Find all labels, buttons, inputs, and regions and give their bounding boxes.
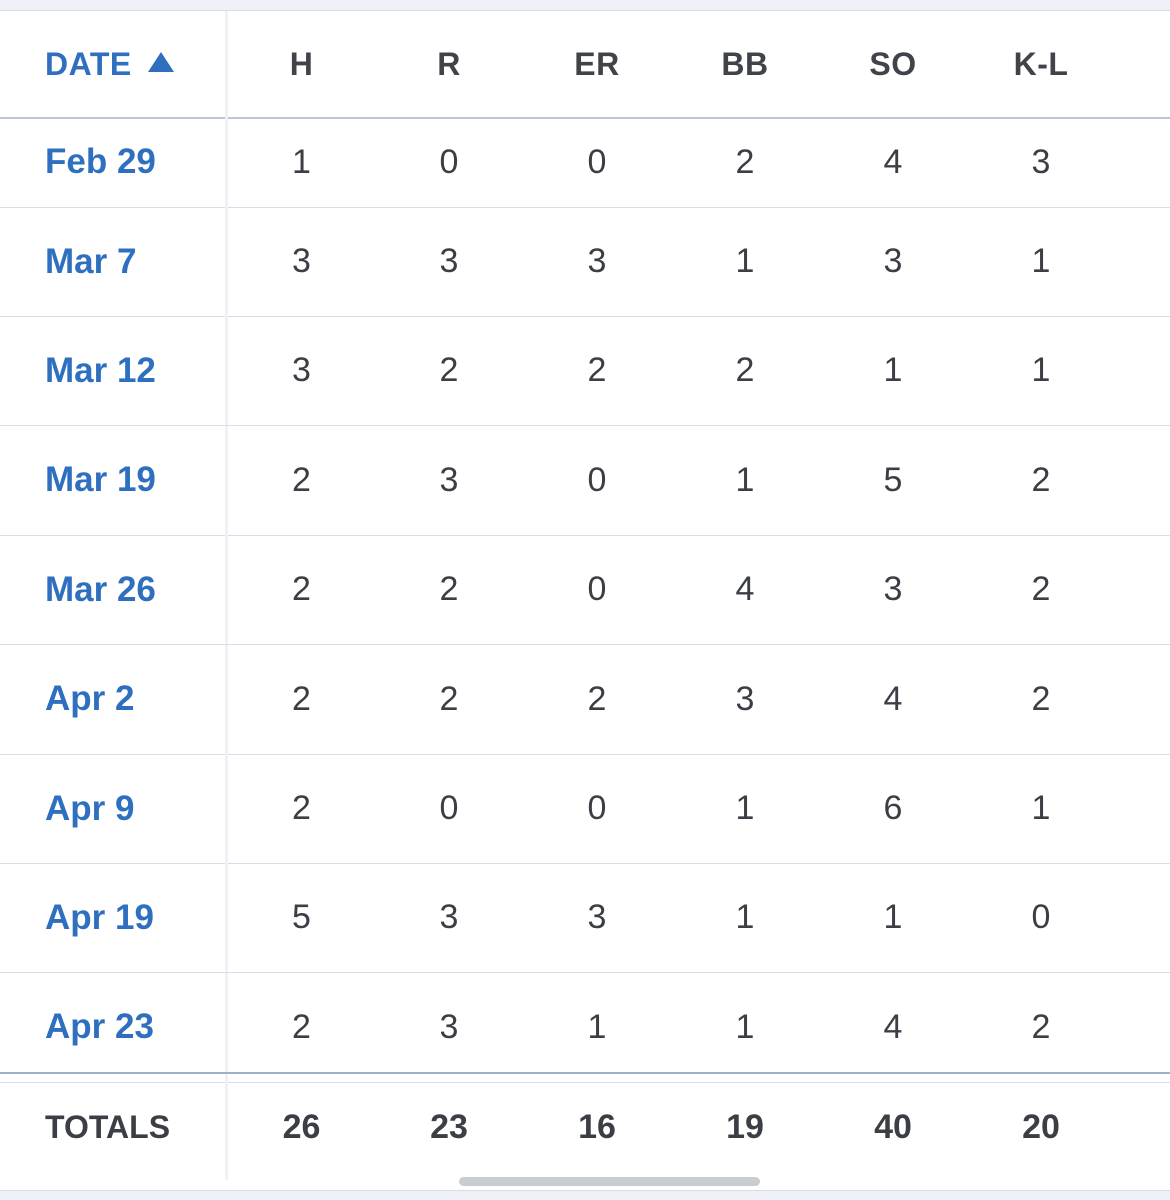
- game-date-link[interactable]: Feb 29: [0, 117, 228, 207]
- cell-h: 2: [292, 460, 311, 499]
- top-edge: [0, 0, 1170, 11]
- cell-h: 3: [292, 242, 311, 280]
- table-row: Mar 19 2 3 0 1 5 2: [0, 425, 1170, 536]
- column-header-r[interactable]: R: [437, 45, 461, 82]
- cell-kl: 0: [1031, 898, 1051, 937]
- cell-kl: 2: [1031, 679, 1051, 718]
- cell-r: 3: [439, 898, 459, 937]
- horizontal-scrollbar[interactable]: [459, 1177, 760, 1186]
- cell-bb: 1: [735, 789, 755, 827]
- cell-kl: 1: [1031, 789, 1051, 827]
- cell-bb: 2: [735, 142, 755, 181]
- column-header-er[interactable]: ER: [574, 45, 620, 82]
- cell-so: 6: [883, 789, 903, 827]
- cell-r: 0: [439, 142, 459, 181]
- cell-r: 3: [439, 242, 459, 280]
- table-row: Mar 7 3 3 3 1 3 1: [0, 207, 1170, 317]
- cell-er: 2: [587, 679, 607, 718]
- totals-er: 16: [578, 1107, 616, 1146]
- cell-er: 0: [587, 789, 607, 827]
- cell-er: 0: [587, 570, 607, 609]
- cell-r: 2: [439, 351, 459, 390]
- game-date-link[interactable]: Apr 9: [0, 754, 228, 863]
- cell-er: 3: [587, 242, 607, 280]
- cell-so: 3: [883, 570, 903, 609]
- cell-kl: 1: [1031, 351, 1051, 390]
- cell-er: 3: [587, 898, 607, 937]
- totals-label: TOTALS: [0, 1074, 228, 1180]
- cell-kl: 2: [1031, 1007, 1051, 1046]
- totals-row: TOTALS 26 23 16 19 40 20: [0, 1072, 1170, 1180]
- table-row: Mar 12 3 2 2 2 1 1: [0, 316, 1170, 427]
- cell-h: 5: [292, 898, 311, 937]
- sort-ascending-icon[interactable]: [147, 52, 174, 72]
- cell-er: 1: [587, 1007, 607, 1046]
- cell-bb: 4: [735, 570, 755, 609]
- cell-h: 2: [292, 570, 311, 609]
- cell-r: 2: [439, 679, 459, 718]
- cell-bb: 3: [735, 679, 755, 718]
- cell-bb: 1: [735, 1007, 755, 1046]
- totals-bb: 19: [726, 1107, 764, 1146]
- cell-kl: 1: [1031, 242, 1051, 280]
- cell-so: 1: [883, 351, 903, 390]
- column-header-date[interactable]: DATE: [0, 11, 228, 117]
- table-row: Mar 26 2 2 0 4 3 2: [0, 535, 1170, 646]
- column-header-h[interactable]: H: [289, 45, 314, 82]
- column-header-so[interactable]: SO: [869, 45, 917, 82]
- totals-k-l: 20: [1022, 1107, 1060, 1146]
- game-date-link[interactable]: Apr 2: [0, 644, 228, 754]
- cell-so: 1: [883, 898, 903, 937]
- cell-r: 3: [439, 1007, 459, 1046]
- table-row: Apr 9 2 0 0 1 6 1: [0, 754, 1170, 864]
- cell-h: 2: [292, 789, 311, 827]
- cell-kl: 2: [1031, 460, 1051, 499]
- cell-h: 2: [292, 679, 311, 718]
- bottom-edge: [0, 1190, 1170, 1200]
- cell-r: 2: [439, 570, 459, 609]
- cell-bb: 1: [735, 460, 755, 499]
- cell-so: 3: [883, 242, 903, 280]
- cell-so: 5: [883, 460, 903, 499]
- cell-bb: 1: [735, 898, 755, 937]
- table-row: Apr 23 2 3 1 1 4 2: [0, 972, 1170, 1083]
- column-header-next[interactable]: H: [1115, 11, 1170, 117]
- cell-h: 2: [292, 1007, 311, 1046]
- game-date-link[interactable]: Mar 12: [0, 316, 228, 426]
- cell-er: 0: [587, 460, 607, 499]
- cell-so: 4: [883, 679, 903, 718]
- game-log-table[interactable]: DATE H R ER BB SO K-L H Feb 29100243Mar …: [0, 11, 1170, 1190]
- cell-bb: 2: [735, 351, 755, 390]
- cell-er: 0: [587, 142, 607, 181]
- cell-so: 4: [883, 1007, 903, 1046]
- game-date-link[interactable]: Mar 26: [0, 535, 228, 645]
- cell-r: 3: [439, 460, 459, 499]
- game-date-link[interactable]: Apr 19: [0, 863, 228, 973]
- table-row: Feb 29 1 0 0 2 4 3: [0, 117, 1170, 208]
- game-date-link[interactable]: Apr 23: [0, 972, 228, 1082]
- cell-kl: 2: [1031, 570, 1051, 609]
- table-row: Apr 19 5 3 3 1 1 0: [0, 863, 1170, 974]
- totals-so: 40: [874, 1107, 912, 1146]
- table-row: Apr 2 2 2 2 3 4 2: [0, 644, 1170, 755]
- totals-r: 23: [430, 1107, 468, 1146]
- cell-h: 1: [292, 142, 311, 181]
- game-date-link[interactable]: Mar 7: [0, 207, 228, 316]
- column-header-date-label: DATE: [45, 45, 132, 82]
- game-date-link[interactable]: Mar 19: [0, 425, 228, 535]
- cell-kl: 3: [1031, 142, 1051, 181]
- cell-bb: 1: [735, 242, 755, 280]
- cell-r: 0: [439, 789, 459, 827]
- table-header-row: DATE H R ER BB SO K-L H: [0, 11, 1170, 119]
- cell-so: 4: [883, 142, 903, 181]
- column-header-bb[interactable]: BB: [721, 45, 769, 82]
- column-header-k-l[interactable]: K-L: [1013, 45, 1069, 82]
- cell-h: 3: [292, 351, 311, 390]
- totals-h: 26: [282, 1107, 321, 1146]
- cell-er: 2: [587, 351, 607, 390]
